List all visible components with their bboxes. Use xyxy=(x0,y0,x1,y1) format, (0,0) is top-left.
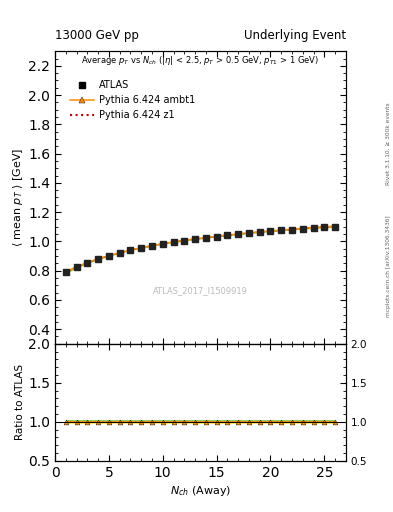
Text: 13000 GeV pp: 13000 GeV pp xyxy=(55,29,139,42)
Text: ATLAS_2017_I1509919: ATLAS_2017_I1509919 xyxy=(153,287,248,295)
Legend: ATLAS, Pythia 6.424 ambt1, Pythia 6.424 z1: ATLAS, Pythia 6.424 ambt1, Pythia 6.424 … xyxy=(66,76,199,124)
Y-axis label: $\langle$ mean $p_T$ $\rangle$ [GeV]: $\langle$ mean $p_T$ $\rangle$ [GeV] xyxy=(11,148,25,247)
Y-axis label: Ratio to ATLAS: Ratio to ATLAS xyxy=(15,364,26,440)
Text: Average $p_T$ vs $N_{ch}$ ($|\eta|$ < 2.5, $p_T$ > 0.5 GeV, $p_{T1}$ > 1 GeV): Average $p_T$ vs $N_{ch}$ ($|\eta|$ < 2.… xyxy=(81,54,320,67)
X-axis label: $N_{ch}$ (Away): $N_{ch}$ (Away) xyxy=(170,484,231,498)
Text: Rivet 3.1.10, ≥ 300k events: Rivet 3.1.10, ≥ 300k events xyxy=(386,102,391,185)
Text: mcplots.cern.ch [arXiv:1306.3436]: mcplots.cern.ch [arXiv:1306.3436] xyxy=(386,216,391,317)
Text: Underlying Event: Underlying Event xyxy=(244,29,346,42)
